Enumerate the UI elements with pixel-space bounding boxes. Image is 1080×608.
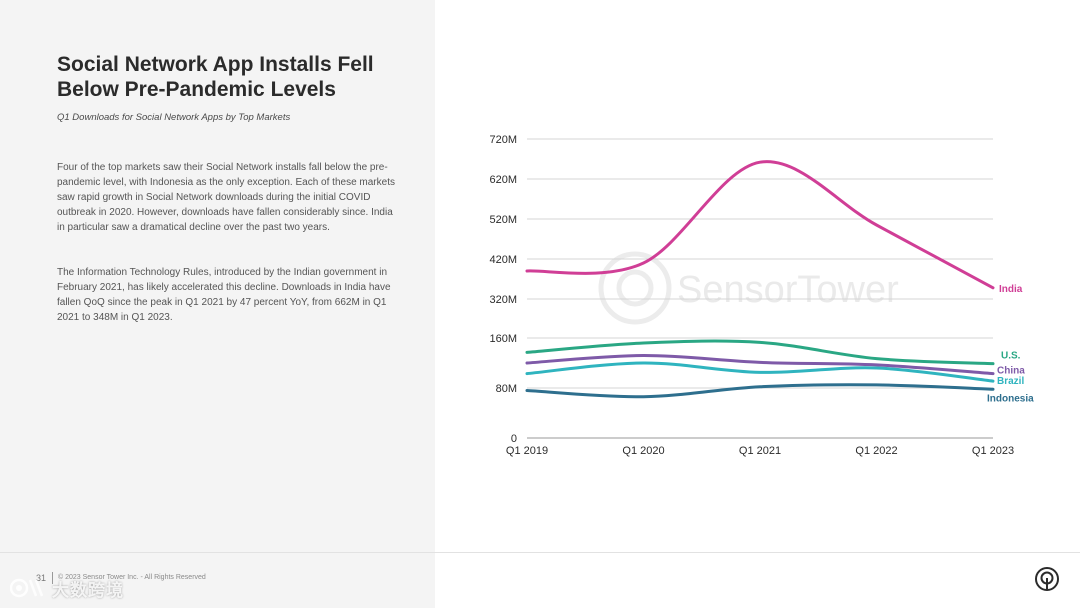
series-line-indonesia — [525, 383, 995, 399]
page-number: 31 — [36, 573, 47, 583]
x-tick-label: Q1 2019 — [506, 445, 548, 457]
x-tick-label: Q1 2021 — [739, 445, 781, 457]
watermark-logo-icon — [10, 578, 44, 598]
sensortower-logo-icon — [1035, 567, 1059, 591]
x-tick-label: Q1 2020 — [622, 445, 664, 457]
series-line-india — [525, 160, 995, 290]
x-tick-label: Q1 2022 — [855, 445, 897, 457]
series-line-brazil — [525, 361, 995, 383]
y-tick-label: 320M — [489, 294, 517, 306]
y-tick-label: 620M — [489, 174, 517, 186]
page-title: Social Network App Installs Fell Below P… — [57, 53, 374, 101]
y-tick-label: 160M — [489, 333, 517, 345]
sensortower-watermark-icon — [598, 251, 672, 325]
footer-left-bg — [0, 553, 435, 608]
chart-watermark: SensorTower — [598, 251, 899, 325]
footer-divider — [0, 552, 1080, 553]
series-label-china: China — [997, 366, 1025, 377]
body-paragraph-1: Four of the top markets saw their Social… — [57, 162, 395, 233]
series-line-us — [525, 339, 995, 366]
series-label-indonesia: Indonesia — [987, 393, 1034, 404]
y-tick-label: 80M — [496, 383, 517, 395]
watermark-text: 大数跨境 — [52, 581, 124, 600]
line-chart: SensorTower 0 80M 160M 320M 420M 520M 620M 720M… — [489, 134, 1034, 457]
left-panel — [0, 0, 435, 552]
y-tick-label: 720M — [489, 134, 517, 146]
chart-watermark-text: SensorTower — [677, 269, 899, 311]
y-tick-label: 0 — [511, 433, 517, 445]
series-label-india: India — [999, 284, 1023, 295]
series-line-china — [525, 353, 995, 376]
y-tick-label: 520M — [489, 214, 517, 226]
series-label-brazil: Brazil — [997, 376, 1024, 387]
footer-separator — [52, 572, 53, 584]
sensortower-watermark-icon-inner — [616, 269, 654, 307]
chart-subtitle: Q1 Downloads for Social Network Apps by … — [57, 112, 291, 123]
body-paragraph-2: The Information Technology Rules, introd… — [57, 267, 391, 323]
copyright: © 2023 Sensor Tower Inc. - All Rights Re… — [58, 574, 206, 581]
series-label-us: U.S. — [1001, 351, 1021, 362]
x-tick-label: Q1 2023 — [972, 445, 1014, 457]
y-tick-label: 420M — [489, 254, 517, 266]
